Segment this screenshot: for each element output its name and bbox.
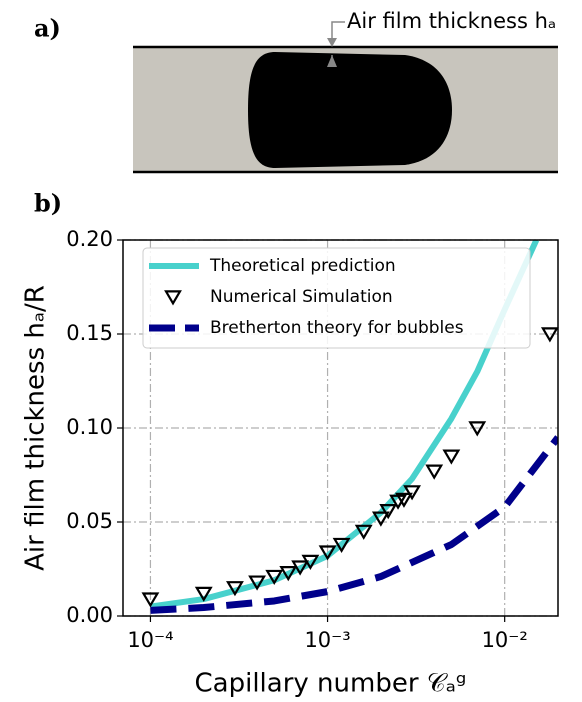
x-tick-label: 10⁻⁴ [127, 628, 173, 652]
marker [379, 504, 398, 520]
marker [371, 511, 390, 527]
legend-marker [164, 290, 182, 306]
marker [332, 537, 351, 554]
axes-frame [122, 239, 559, 617]
x-tick-label: 10⁻² [482, 628, 528, 652]
y-tick-label: 0.00 [66, 603, 113, 627]
marker [403, 485, 421, 501]
y-tick-label: 0.05 [66, 509, 113, 533]
marker [301, 554, 320, 570]
panel-label: a) [34, 14, 61, 43]
marker [425, 464, 444, 480]
marker [194, 586, 213, 602]
marker [141, 592, 160, 608]
y-tick-label: 0.15 [66, 321, 113, 345]
droplet [248, 52, 452, 168]
marker [318, 545, 337, 561]
panel-label: b) [34, 189, 62, 218]
legend-box [142, 247, 531, 349]
y-tick-label: 0.20 [66, 227, 113, 251]
arrow-head [327, 38, 337, 47]
annotation-leader [331, 21, 345, 42]
marker [248, 575, 266, 591]
x-axis-label: Capillary number 𝒞ₐᵍ [195, 669, 467, 699]
marker [265, 569, 284, 585]
legend-label: Theoretical prediction [209, 256, 396, 276]
y-axis-label: Air film thickness hₐ/R [21, 285, 51, 571]
marker [468, 421, 487, 437]
marker [226, 581, 244, 597]
marker [395, 492, 413, 508]
marker [442, 449, 461, 465]
annotation: Air film thickness hₐ [347, 9, 556, 33]
marker [354, 524, 373, 540]
marker [291, 560, 310, 576]
x-tick-label: 10⁻³ [304, 628, 350, 652]
series-line [150, 435, 558, 614]
y-tick-label: 0.10 [66, 415, 113, 439]
marker [279, 566, 298, 582]
marker [540, 327, 559, 343]
legend-label: Bretherton theory for bubbles [210, 318, 464, 338]
legend-label: Numerical Simulation [210, 287, 393, 307]
